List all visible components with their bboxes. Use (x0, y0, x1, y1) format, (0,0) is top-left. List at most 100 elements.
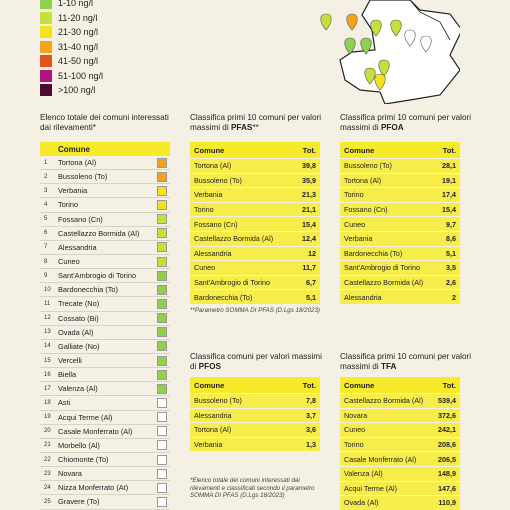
list-item: 15 Vercelli (40, 354, 170, 369)
legend-swatch (40, 69, 52, 82)
level-swatch (157, 440, 167, 451)
legend-item: 1-10 ng/l (40, 0, 170, 11)
pfoa-table: Comune Tot. Bussoleno (To) 28,1 Tortona (Al… (340, 142, 460, 304)
level-swatch (157, 214, 167, 225)
map-marker-icon (378, 59, 390, 77)
comune-name: Bussoleno (To) (194, 175, 242, 185)
comune-name: Verbania (58, 186, 88, 196)
comune-name: Castellazzo Bormida (Al) (344, 396, 424, 406)
list-item: 20 Casale Monferrato (Al) (40, 425, 170, 439)
value: 19,1 (442, 175, 456, 185)
map-marker-icon (344, 37, 356, 55)
list-item: 4 Torino (40, 198, 170, 213)
legend-item: >100 ng/l (40, 83, 170, 98)
table-row: Valenza (Al) 148,9 (340, 465, 460, 481)
value: 3,6 (306, 425, 316, 435)
comune-name: Novara (344, 410, 368, 420)
table-row: Castellazzo Bormida (Al) 2,6 (340, 274, 460, 290)
map-marker-icon (364, 67, 376, 85)
list-item: 9 Sant'Ambrogio di Torino (40, 269, 170, 284)
level-swatch (157, 426, 167, 437)
rank-number: 8 (44, 258, 48, 265)
comune-name: Tortona (Al) (58, 158, 97, 168)
comune-name: Valenza (Al) (58, 384, 98, 394)
pfos-table: Comune Tot. Bussoleno (To) 7,8 Alessandria 3… (190, 377, 320, 452)
value: 21,3 (302, 190, 316, 200)
table-row: Verbania 1,3 (190, 436, 320, 452)
legend-swatch (40, 84, 52, 97)
level-swatch (157, 313, 167, 324)
legend-item: 31-40 ng/l (40, 40, 170, 55)
list-item: 18 Asti (40, 396, 170, 411)
value: 372,6 (438, 410, 456, 420)
comune-name: Casale Monferrato (Al) (58, 426, 133, 436)
map-marker-icon (370, 19, 382, 37)
value: 5,1 (446, 248, 456, 258)
list-item: 3 Verbania (40, 184, 170, 199)
region-outline-inner (409, 0, 451, 41)
rank-number: 10 (44, 286, 51, 293)
comune-name: Verbania (194, 190, 223, 200)
tfa-table: Comune Tot. Castellazzo Bormida (Al) 539,4… (340, 377, 460, 510)
value: 147,6 (438, 483, 456, 493)
legend-item: 11-20 ng/l (40, 11, 170, 26)
level-swatch (157, 185, 167, 196)
table-row: Cuneo 242,1 (340, 422, 460, 437)
comune-name: Torino (344, 190, 364, 200)
comune-name: Bardonecchia (To) (58, 285, 118, 295)
comune-name: Gravere (To) (58, 497, 100, 507)
table-row: Tortona (Al) 19,1 (340, 172, 460, 188)
table-row: Acqui Terme (Al) 147,6 (340, 480, 460, 496)
comune-name: Novara (58, 469, 82, 479)
table-row: Cuneo 9,7 (340, 216, 460, 231)
list-item: 2 Bussoleno (To) (40, 170, 170, 185)
level-swatch (157, 496, 167, 507)
table-row: Verbania 8,6 (340, 230, 460, 246)
value: 15,4 (442, 205, 456, 215)
legend-label: 21-30 ng/l (58, 27, 99, 38)
comune-name: Bussoleno (To) (344, 161, 392, 171)
table-row: Torino 17,4 (340, 187, 460, 202)
table-row: Sant'Ambrogio di Torino 6,7 (190, 274, 320, 290)
pfas-table: Comune Tot. Tortona (Al) 39,8 Bussoleno (To… (190, 142, 320, 304)
value: 21,1 (302, 205, 316, 215)
main-list: Comune 1 Tortona (Al) 2 Bussoleno (To) 3 Verb… (40, 142, 170, 510)
legend-item: 41-50 ng/l (40, 54, 170, 69)
rank-number: 2 (44, 173, 48, 180)
comune-name: Casale Monferrato (Al) (344, 454, 417, 464)
table-row: Alessandria 3,7 (190, 407, 320, 423)
value: 539,4 (438, 396, 456, 406)
rank-number: 6 (44, 230, 48, 237)
map-marker-icon (360, 37, 372, 55)
rank-number: 25 (44, 498, 51, 505)
level-swatch (157, 397, 167, 408)
list-item: 11 Trecate (No) (40, 297, 170, 312)
value: 17,4 (442, 190, 456, 200)
rank-number: 16 (44, 371, 51, 378)
list-item: 6 Castellazzo Bormida (Al) (40, 227, 170, 241)
legend: 1-10 ng/l 11-20 ng/l 21-30 ng/l 31-40 ng/l 4… (40, 0, 170, 98)
list-item: 12 Cossato (Bi) (40, 312, 170, 326)
comune-name: Fossano (Cn) (194, 219, 238, 229)
value: 5,1 (306, 292, 316, 302)
table-row: Fossano (Cn) 15,4 (190, 216, 320, 231)
level-swatch (157, 171, 167, 182)
rank-number: 11 (44, 300, 51, 307)
legend-swatch (40, 0, 52, 10)
comune-name: Alessandria (344, 292, 382, 302)
value: 1,3 (306, 440, 316, 450)
pfos-title: Classifica comuni per valori massimi di … (190, 352, 322, 371)
tfa-header: Comune Tot. (340, 377, 460, 393)
table-row: Cuneo 11,7 (190, 260, 320, 275)
level-swatch (157, 256, 167, 267)
table-row: Alessandria 12 (190, 245, 320, 261)
value: 11,7 (302, 263, 316, 273)
rank-number: 9 (44, 272, 48, 279)
level-swatch (157, 270, 167, 281)
comune-name: Tortona (Al) (194, 425, 232, 435)
comune-name: Alessandria (58, 242, 97, 252)
comune-name: Acqui Terme (Al) (58, 412, 113, 422)
level-swatch (157, 454, 167, 465)
rank-number: 20 (44, 428, 51, 435)
comune-name: Cuneo (344, 425, 366, 435)
